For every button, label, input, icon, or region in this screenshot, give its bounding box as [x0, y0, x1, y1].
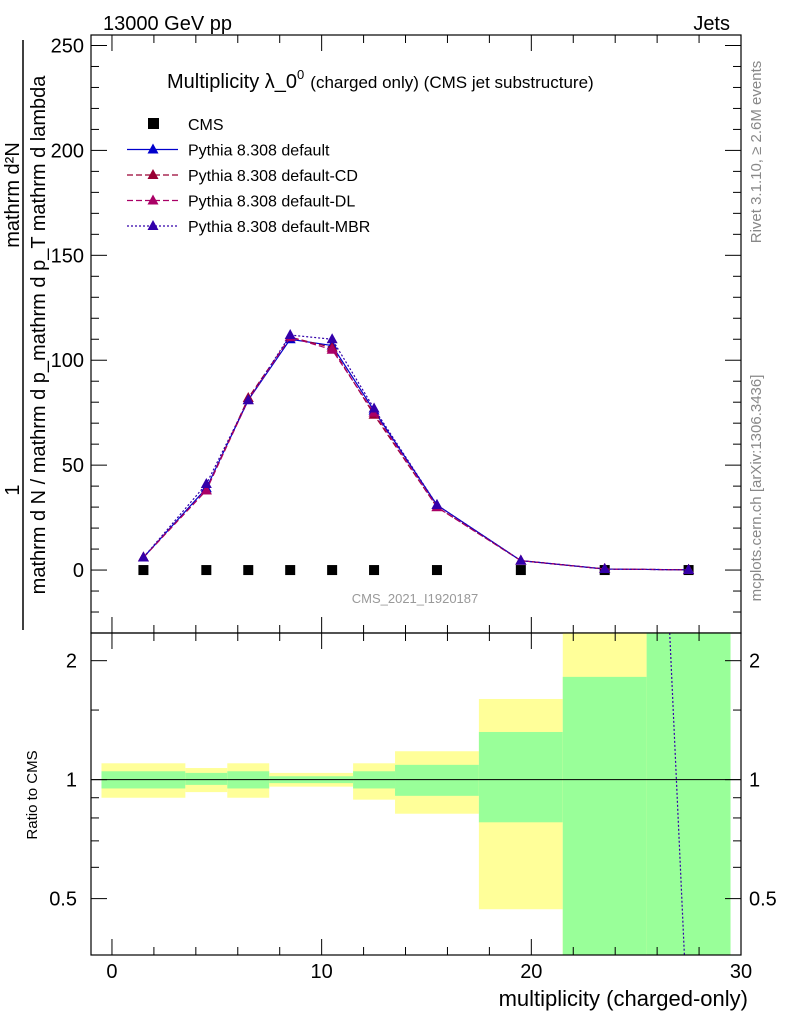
ratio-y-tick-label-right: 2 [749, 651, 760, 673]
series-line [142, 338, 689, 571]
legend-label: Pythia 8.308 default-DL [188, 194, 355, 211]
ratio-band-green [395, 764, 479, 796]
cms-data-point [327, 565, 338, 576]
series-marker [284, 329, 296, 340]
x-axis-label: multiplicity (charged-only) [499, 986, 748, 1011]
ratio-y-tick-label: 0.5 [49, 889, 77, 911]
x-tick-label: 10 [311, 961, 333, 983]
legend-label: Pythia 8.308 default-CD [188, 168, 358, 185]
cms-data-point [201, 565, 212, 576]
cms-data-point [138, 565, 149, 576]
series-marker [326, 333, 338, 344]
x-tick-label: 0 [106, 961, 117, 983]
analysis-label: CMS_2021_I1920187 [352, 591, 479, 606]
cms-data-point [515, 565, 526, 576]
main-y-axis-label: 1 mathrm d²N mathrm d N / mathrm d p_mat… [2, 40, 50, 630]
series-marker [515, 554, 527, 565]
x-tick-label: 20 [520, 961, 542, 983]
ratio-band-green [185, 772, 228, 785]
ratio-panel-frame [90, 632, 742, 956]
cms-data-point [243, 565, 254, 576]
mcplots-label: mcplots.cern.ch [arXiv:1306.3436] [748, 375, 765, 602]
plot-title-sub: (charged only) (CMS jet substructure) [310, 73, 593, 92]
series-marker [200, 484, 212, 495]
ratio-y-tick-label: 1 [66, 770, 77, 792]
y-tick-label: 200 [51, 140, 84, 162]
series-marker [368, 402, 380, 413]
category-label: Jets [693, 13, 730, 35]
plot-title-sup: 0 [297, 67, 304, 82]
series-marker [200, 478, 212, 489]
cms-data-point [369, 565, 380, 576]
legend: CMS Pythia 8.308 default Pythia 8.308 defa… [127, 117, 370, 236]
plot-title: Multiplicity λ_00 (charged only) (CMS jet… [167, 67, 594, 93]
y-tick-label: 150 [51, 245, 84, 267]
ratio-y-tick-label: 2 [66, 651, 77, 673]
y-tick-label: 100 [51, 350, 84, 372]
rivet-label: Rivet 3.1.10, ≥ 2.6M events [748, 61, 765, 244]
y-tick-label: 50 [62, 455, 84, 477]
legend-marker [147, 194, 159, 205]
ratio-band-green [562, 676, 647, 955]
y-label-numerator: 1 [2, 484, 24, 495]
legend-label: CMS [188, 117, 224, 134]
ratio-band-green [646, 633, 731, 955]
main-panel: 0 50 100 150 200 250 [51, 34, 742, 634]
ratio-line-mbr [669, 632, 685, 956]
plot-title-main: Multiplicity λ_0 [167, 71, 297, 93]
series-marker [683, 563, 695, 574]
ratio-y-tick-label-right: 1 [749, 770, 760, 792]
x-tick-label: 30 [730, 961, 752, 983]
legend-label: Pythia 8.308 default [188, 143, 330, 160]
series-line [142, 334, 689, 571]
cms-data-point [285, 565, 296, 576]
y-label-top: mathrm d²N [2, 142, 24, 248]
legend-marker [147, 143, 159, 154]
cms-data-point [431, 565, 442, 576]
legend-marker-cms [148, 118, 159, 129]
series-marker [431, 499, 443, 510]
ratio-y-axis-label: Ratio to CMS [24, 750, 41, 839]
energy-label: 13000 GeV pp [103, 13, 232, 35]
series-line [142, 336, 689, 571]
ratio-y-tick-label-right: 0.5 [749, 889, 777, 911]
series-marker [242, 394, 254, 405]
series-marker [599, 563, 611, 574]
ratio-band-green [478, 731, 563, 823]
ratio-panel: 0.5 0.5 1 1 2 2 0 10 20 30 [49, 632, 777, 983]
y-label-denominator: mathrm d N / mathrm d p_mathrm d p_T mat… [28, 75, 50, 595]
legend-marker [147, 169, 159, 179]
series-line [142, 336, 689, 571]
y-tick-label: 0 [73, 560, 84, 582]
series-marker [326, 343, 338, 354]
legend-label: Pythia 8.308 default-MBR [188, 219, 370, 236]
y-tick-label: 250 [51, 35, 84, 57]
legend-marker [147, 220, 159, 230]
series-marker [137, 551, 149, 562]
